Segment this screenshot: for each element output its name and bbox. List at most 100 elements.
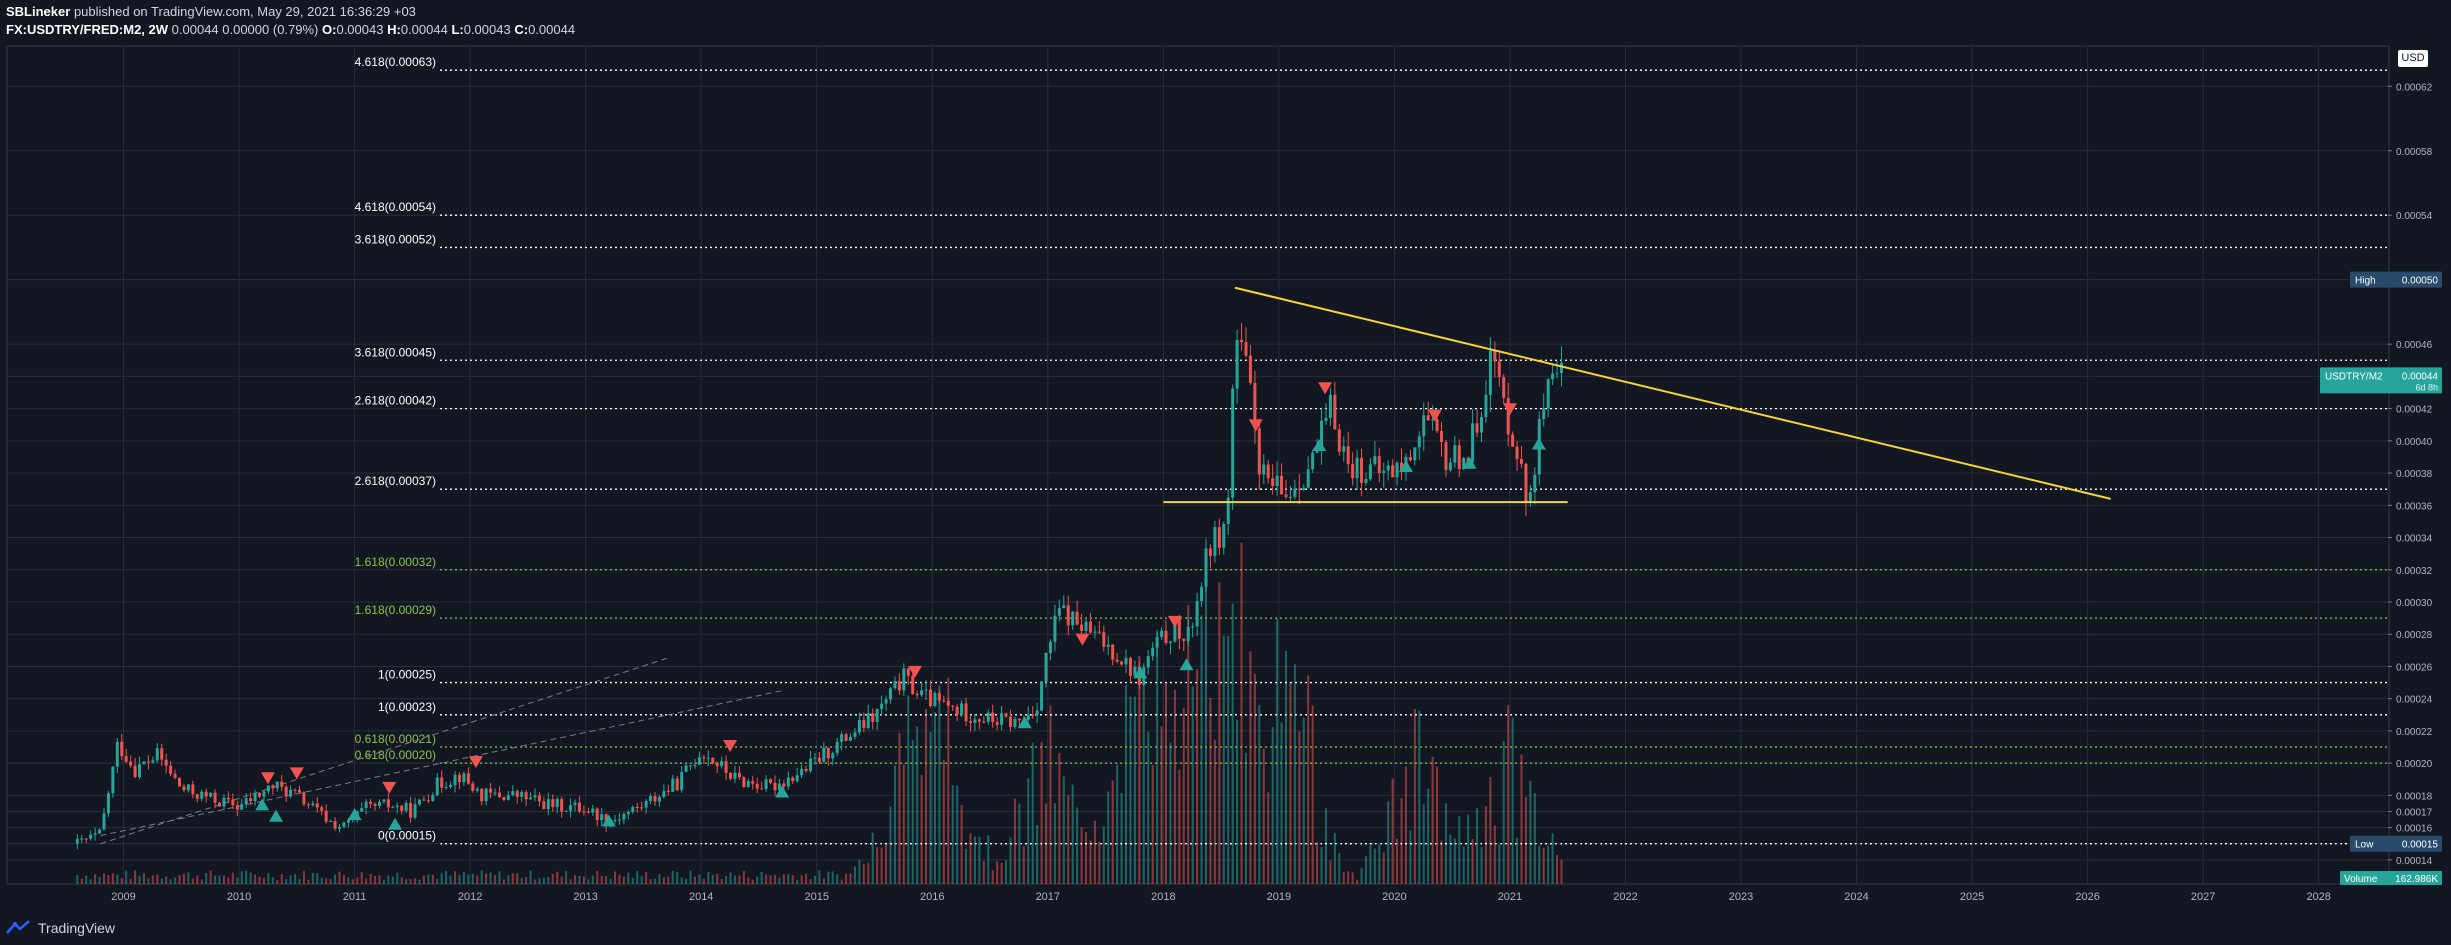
volume-bar	[1116, 764, 1119, 884]
candle-body	[702, 757, 706, 759]
volume-bar	[129, 878, 132, 884]
candle-body	[1102, 632, 1106, 647]
candle-body	[1506, 397, 1510, 435]
volume-bar	[1409, 830, 1412, 884]
volume-bar	[613, 871, 616, 884]
volume-bar	[662, 877, 665, 884]
volume-bar	[351, 879, 354, 884]
price-chart[interactable]: 4.618(0.00063) 4.618(0.00054) 3.618(0.0005…	[0, 44, 2451, 912]
author-name[interactable]: SBLineker	[6, 4, 71, 19]
high-value: 0.00044	[400, 22, 448, 37]
volume-bar	[858, 859, 861, 884]
candle-body	[1471, 423, 1475, 462]
volume-bar	[271, 877, 274, 884]
candle-body	[777, 783, 781, 791]
candle-body	[1111, 644, 1115, 660]
volume-bar	[1222, 635, 1225, 884]
candle-body	[293, 789, 297, 791]
volume-bar	[1453, 838, 1456, 884]
volume-bar	[1240, 542, 1243, 884]
volume-bar	[1160, 726, 1163, 884]
low-marker-badge	[2350, 835, 2442, 852]
candle-body	[720, 761, 724, 767]
price-tick-label: 0.00036	[2396, 501, 2433, 512]
candle-body	[902, 668, 906, 691]
volume-bar	[1333, 833, 1336, 884]
candle-body	[333, 821, 337, 829]
currency-button[interactable]: USD	[2398, 50, 2428, 67]
time-axis[interactable]: 2009 2010 2011 2012 2013 2014 2015 2016 2017 2018…	[111, 891, 2331, 903]
volume-bar	[222, 875, 225, 884]
candle-body	[955, 706, 959, 715]
candle-body	[684, 765, 688, 773]
volume-bar	[627, 872, 630, 884]
candle-body	[395, 805, 399, 808]
volume-bar	[409, 879, 412, 884]
candle-body	[586, 811, 590, 813]
volume-bar	[525, 876, 528, 884]
candle-body	[520, 792, 524, 797]
volume-bar	[405, 879, 408, 884]
candle-body	[337, 826, 341, 829]
candle-body	[426, 800, 430, 802]
candle-body	[1337, 429, 1341, 452]
volume-bar	[556, 871, 559, 884]
volume-bar	[1284, 650, 1287, 884]
candle-body	[782, 783, 786, 787]
candle-body	[315, 803, 319, 808]
volume-bar	[778, 877, 781, 884]
volume-bar	[574, 875, 577, 884]
candle-body	[1280, 475, 1284, 495]
descending-trendline[interactable]	[1234, 286, 2111, 500]
candle-body	[871, 713, 875, 723]
sell-arrow-icon	[382, 781, 397, 794]
volume-bar	[445, 870, 448, 884]
trendlines[interactable]	[1163, 286, 2111, 504]
price-tick-label: 0.00038	[2396, 469, 2433, 480]
tradingview-logo-icon	[6, 920, 30, 934]
candle-body	[115, 741, 119, 767]
price-axis[interactable]: 0.000620.000580.000540.000500.000460.000…	[2388, 82, 2433, 867]
volume-bar	[227, 877, 230, 884]
candle-body	[946, 700, 950, 706]
candle-body	[675, 778, 679, 791]
volume-bar	[1031, 742, 1034, 884]
volume-bar	[1524, 796, 1527, 884]
volume-bar	[498, 871, 501, 884]
volume-bar	[756, 876, 759, 884]
volume-bar	[414, 878, 417, 884]
volume-bar	[320, 877, 323, 884]
volume-bar	[151, 875, 154, 884]
volume-bar	[933, 712, 936, 884]
volume-bar	[1551, 833, 1554, 884]
candle-body	[1071, 611, 1075, 626]
candle-body	[560, 798, 564, 812]
volume-bar	[418, 879, 421, 884]
fib-label: 2.618(0.00037)	[355, 474, 436, 488]
volume-bar	[1556, 854, 1559, 884]
sell-arrow-icon	[723, 740, 738, 753]
candle-body	[195, 794, 199, 799]
candle-body	[1320, 420, 1324, 450]
volume-bar	[1413, 709, 1416, 884]
candle-body	[906, 668, 910, 676]
volume-bar	[658, 874, 661, 884]
signal-arrows	[255, 382, 1546, 830]
tradingview-brand[interactable]: TradingView	[6, 920, 115, 936]
candle-body	[533, 795, 537, 798]
candle-body	[262, 791, 266, 797]
volume-bar	[156, 874, 159, 884]
volume-bar	[1293, 664, 1296, 884]
last-price-value: 0.00044	[2402, 371, 2439, 382]
volume-bar	[560, 876, 563, 884]
time-tick-label: 2015	[804, 891, 828, 903]
candle-body	[933, 693, 937, 707]
price-markers: High 0.00050 Low 0.00015 USDTRY/M2 0.000446d …	[8, 271, 2442, 885]
volume-bar	[1533, 793, 1536, 884]
time-tick-label: 2023	[1729, 891, 1753, 903]
candle-body	[1195, 600, 1199, 627]
volume-bar	[1351, 872, 1354, 884]
candle-body	[1146, 656, 1150, 668]
buy-arrow-icon	[775, 785, 790, 798]
candle-body	[1097, 631, 1101, 633]
